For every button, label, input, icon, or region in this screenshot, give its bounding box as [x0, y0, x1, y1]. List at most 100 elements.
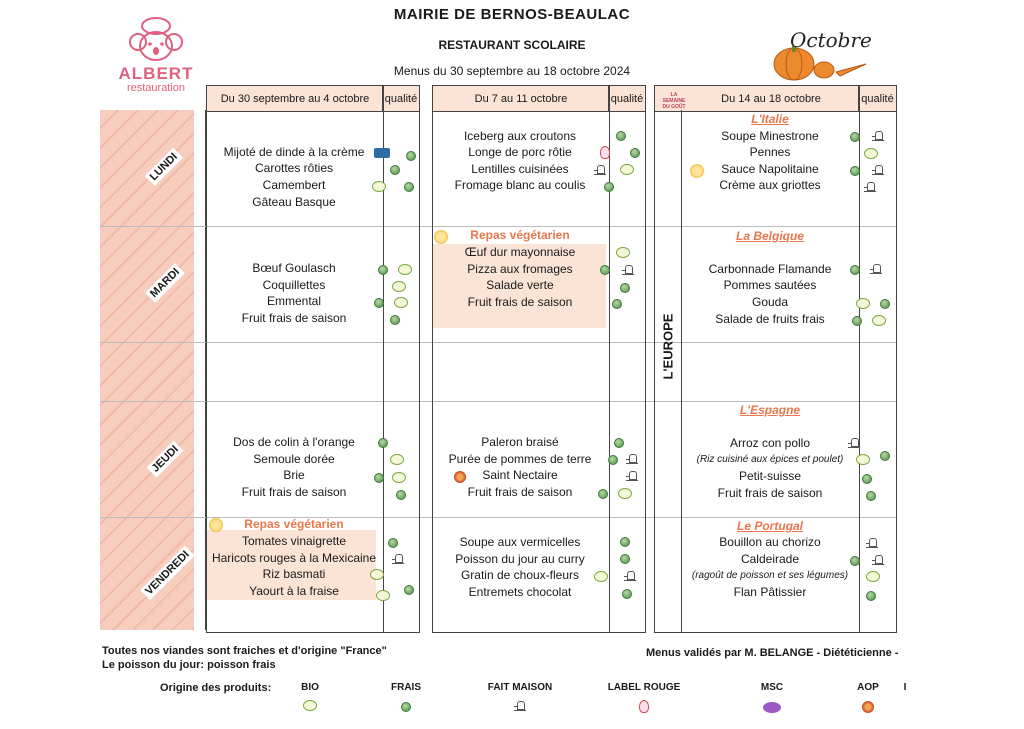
- footer-note-fish: Le poisson du jour: poisson frais: [102, 659, 276, 671]
- frais-icon: [378, 265, 388, 275]
- frais-icon: [622, 589, 632, 599]
- fait-maison-icon: [870, 264, 882, 274]
- day-separator: [100, 517, 897, 518]
- legend-bio-label: BIO: [301, 682, 319, 693]
- menu-item-note: (Riz cuisiné aux épices et poulet): [696, 454, 844, 465]
- menu-item: Fruit frais de saison: [241, 311, 347, 325]
- menu-item: Semoule dorée: [253, 452, 335, 466]
- menu-item: Fruit frais de saison: [467, 295, 573, 309]
- menu-item: Haricots rouges à la Mexicaine: [211, 551, 377, 565]
- bio-icon: [856, 454, 870, 465]
- legend-frais-icon: [401, 702, 411, 712]
- vegetarian-icon: [209, 518, 223, 532]
- vegetarian-label: Repas végétarien: [470, 228, 570, 242]
- fait-maison-icon: [626, 454, 638, 464]
- menu-item: Tomates vinaigrette: [241, 534, 347, 548]
- menu-item: Pizza aux fromages: [467, 262, 573, 276]
- footer-note-meat: Toutes nos viandes sont fraiches et d'or…: [102, 645, 387, 657]
- day-separator: [100, 226, 897, 227]
- bio-icon: [394, 297, 408, 308]
- frais-icon: [390, 315, 400, 325]
- albert-logo: ALBERT restauration: [112, 16, 200, 94]
- europe-label: L'EUROPE: [660, 313, 676, 380]
- legend-msc-label: MSC: [760, 682, 784, 693]
- aop-icon: [454, 471, 466, 483]
- vegetarian-label: Repas végétarien: [244, 517, 344, 531]
- pumpkin-icon: [773, 46, 867, 81]
- bio-icon: [866, 571, 880, 582]
- frais-icon: [406, 151, 416, 161]
- europe-band: [654, 110, 682, 633]
- menu-item: Caldeirade: [740, 552, 800, 566]
- frais-icon: [598, 489, 608, 499]
- menu-item: Saint Nectaire: [482, 468, 558, 482]
- week3-header: Du 14 au 18 octobre qualité: [655, 86, 896, 112]
- bio-icon: [618, 488, 632, 499]
- trailing-mark: I: [903, 682, 907, 693]
- semaine-du-gout-badge: LA SEMAINE DU GOÛT: [662, 92, 686, 110]
- menu-item: Carottes rôties: [254, 161, 334, 175]
- week2-column: Du 7 au 11 octobre qualité: [432, 85, 646, 633]
- week3-title: Du 14 au 18 octobre: [721, 93, 821, 105]
- quality-header: qualité: [608, 86, 645, 112]
- quality-divider: [859, 86, 860, 632]
- menu-item: Gâteau Basque: [252, 195, 336, 209]
- week1-header: Du 30 septembre au 4 octobre qualité: [207, 86, 419, 112]
- week2-title: Du 7 au 11 octobre: [474, 93, 568, 105]
- menu-item: Emmental: [266, 294, 322, 308]
- fait-maison-icon: [872, 165, 884, 175]
- legend-frais-label: FRAIS: [391, 682, 421, 693]
- footer-validation: Menus validés par M. BELANGE - Diététici…: [646, 647, 899, 659]
- menu-item: Bouillon au chorizo: [719, 535, 821, 549]
- menu-item: Mijoté de dinde à la crème: [223, 145, 365, 159]
- frais-icon: [620, 554, 630, 564]
- legend-bio-icon: [303, 700, 317, 711]
- koala-chef-icon: [129, 17, 183, 61]
- menu-item: Entremets chocolat: [468, 585, 572, 599]
- menu-item: Purée de pommes de terre: [448, 452, 592, 466]
- menu-item: Coquillettes: [262, 278, 326, 292]
- menu-item: Longe de porc rôtie: [468, 145, 572, 159]
- fait-maison-icon: [626, 471, 638, 481]
- frais-icon: [850, 556, 860, 566]
- menu-item: Fruit frais de saison: [467, 485, 573, 499]
- frais-icon: [880, 451, 890, 461]
- frais-icon: [396, 490, 406, 500]
- frais-icon: [612, 299, 622, 309]
- frais-icon: [374, 473, 384, 483]
- october-illustration: Octobre: [770, 14, 880, 84]
- menu-item-note: (ragoût de poisson et ses légumes): [691, 570, 849, 581]
- frais-icon: [850, 265, 860, 275]
- fait-maison-icon: [392, 554, 404, 564]
- menu-item: Riz basmati: [262, 567, 326, 581]
- quality-divider: [383, 86, 384, 632]
- frais-icon: [608, 455, 618, 465]
- legend-label-rouge-icon: [639, 700, 649, 713]
- fait-maison-icon: [622, 265, 634, 275]
- fait-maison-icon: [594, 165, 606, 175]
- menu-item: Flan Pâtissier: [733, 585, 807, 599]
- frais-icon: [616, 131, 626, 141]
- legend-aop-label: AOP: [857, 682, 879, 693]
- theme-italie: L'Italie: [751, 112, 789, 126]
- menu-item: Gouda: [751, 295, 789, 309]
- frais-icon: [378, 438, 388, 448]
- frais-icon: [374, 298, 384, 308]
- legend-aop-icon: [862, 701, 874, 713]
- quality-divider: [609, 86, 610, 632]
- bio-icon: [856, 298, 870, 309]
- bio-icon: [620, 164, 634, 175]
- menu-item: Œuf dur mayonnaise: [464, 245, 576, 259]
- quality-header: qualité: [382, 86, 419, 112]
- legend-fait-maison-icon: [514, 701, 526, 711]
- days-stripe: [100, 110, 194, 630]
- fait-maison-icon: [864, 182, 876, 192]
- menu-item: Petit-suisse: [738, 469, 802, 483]
- menu-item: Gratin de choux-fleurs: [460, 568, 580, 582]
- bio-icon: [372, 181, 386, 192]
- menu-item: Fromage blanc au coulis: [454, 178, 586, 192]
- sun-icon: [690, 164, 704, 178]
- frais-icon: [850, 132, 860, 142]
- origin-label: Origine des produits:: [160, 682, 272, 694]
- week3-column: Du 14 au 18 octobre qualité: [654, 85, 897, 633]
